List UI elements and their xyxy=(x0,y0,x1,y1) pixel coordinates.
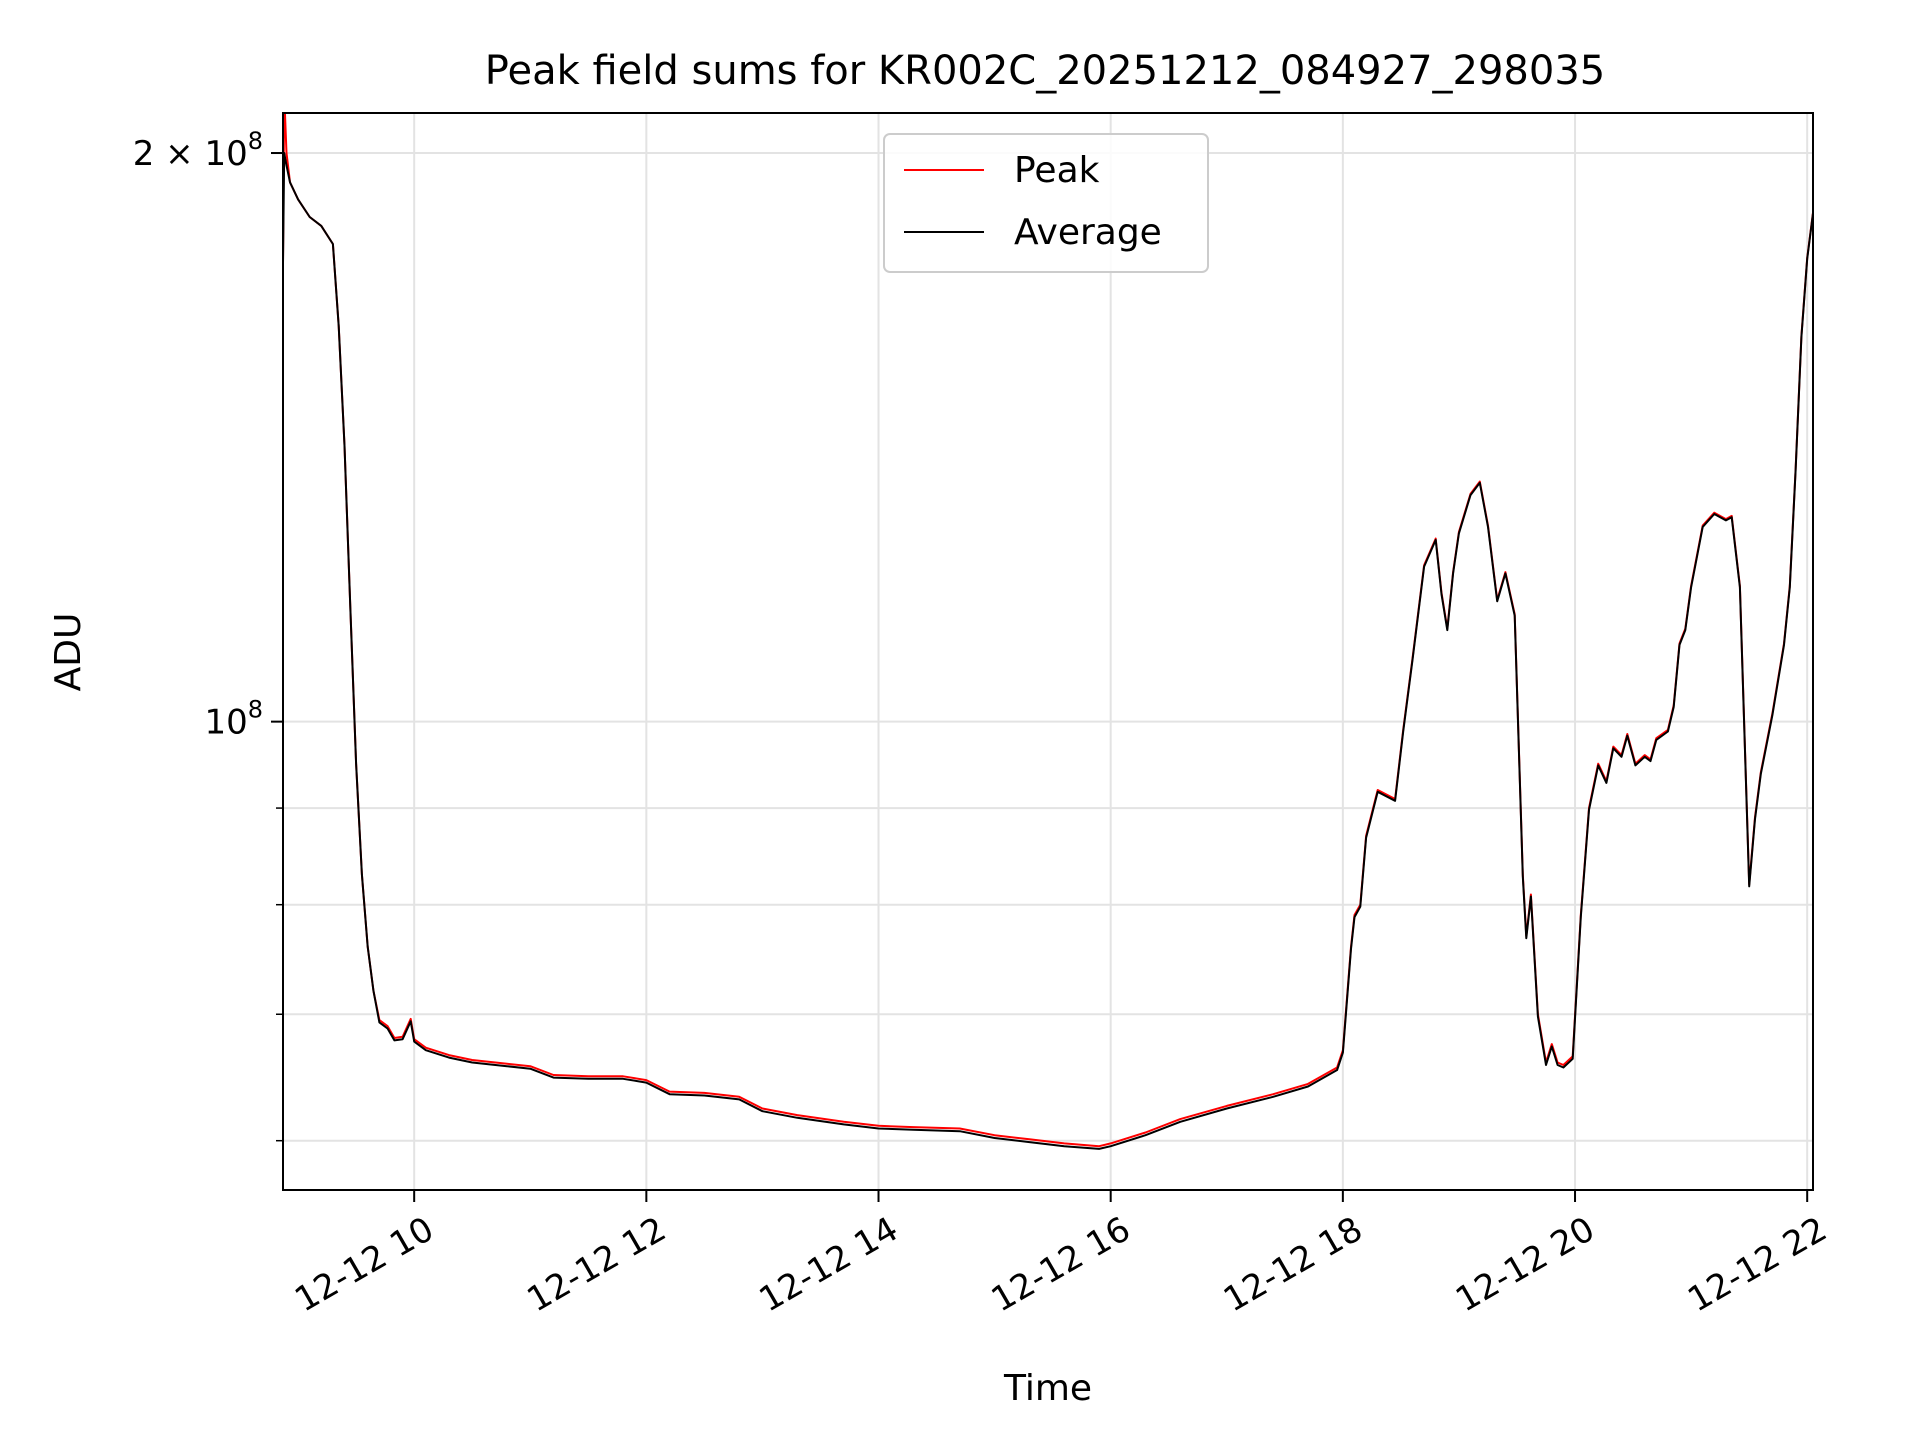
y-tick-exponent: 8 xyxy=(248,696,263,724)
legend-box xyxy=(883,133,1209,273)
legend-label-peak: Peak xyxy=(1014,150,1100,191)
y-tick-exponent: 8 xyxy=(248,127,263,155)
y-tick-multiplier: 2 × xyxy=(133,134,205,174)
x-axis-label: Time xyxy=(1003,1368,1092,1409)
series-line-average xyxy=(283,152,1813,1150)
y-tick-base: 10 xyxy=(204,703,247,743)
series-group xyxy=(283,113,1813,1150)
y-tick-label: 108 xyxy=(204,696,263,743)
y-axis-label: ADU xyxy=(48,613,89,692)
y-tick-label: 2 × 108 xyxy=(133,127,263,174)
chart-title: Peak field sums for KR002C_20251212_0849… xyxy=(485,48,1605,94)
grid-lines xyxy=(283,113,1813,1190)
plot-frame xyxy=(282,112,1814,1191)
legend-label-average: Average xyxy=(1014,212,1162,253)
series-layer xyxy=(283,113,1813,1150)
y-tick-base: 10 xyxy=(204,134,247,174)
legend: Peak Average xyxy=(883,133,1209,273)
